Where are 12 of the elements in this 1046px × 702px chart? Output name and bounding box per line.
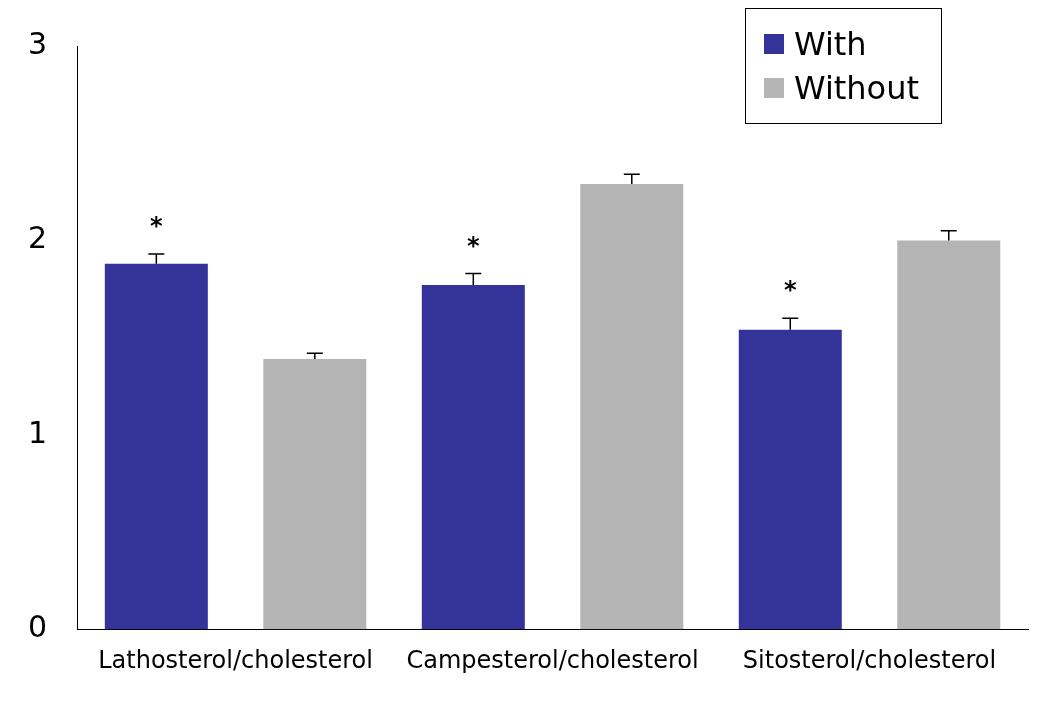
annotation: *	[783, 276, 797, 305]
x-tick-label: Sitosterol/cholesterol	[742, 645, 997, 674]
annotation: *	[150, 212, 164, 241]
annotation: *	[467, 231, 481, 260]
y-tick-label: 0	[27, 609, 48, 644]
x-tick-label: Lathosterol/cholesterol	[98, 645, 373, 674]
y-tick-label: 2	[27, 220, 48, 256]
legend-label: Without	[793, 69, 919, 107]
y-tick-label: 3	[27, 25, 48, 61]
legend-label: With	[793, 25, 867, 63]
y-tick-label: 1	[27, 414, 48, 450]
x-tick-label: Campesterol/cholesterol	[406, 645, 699, 674]
